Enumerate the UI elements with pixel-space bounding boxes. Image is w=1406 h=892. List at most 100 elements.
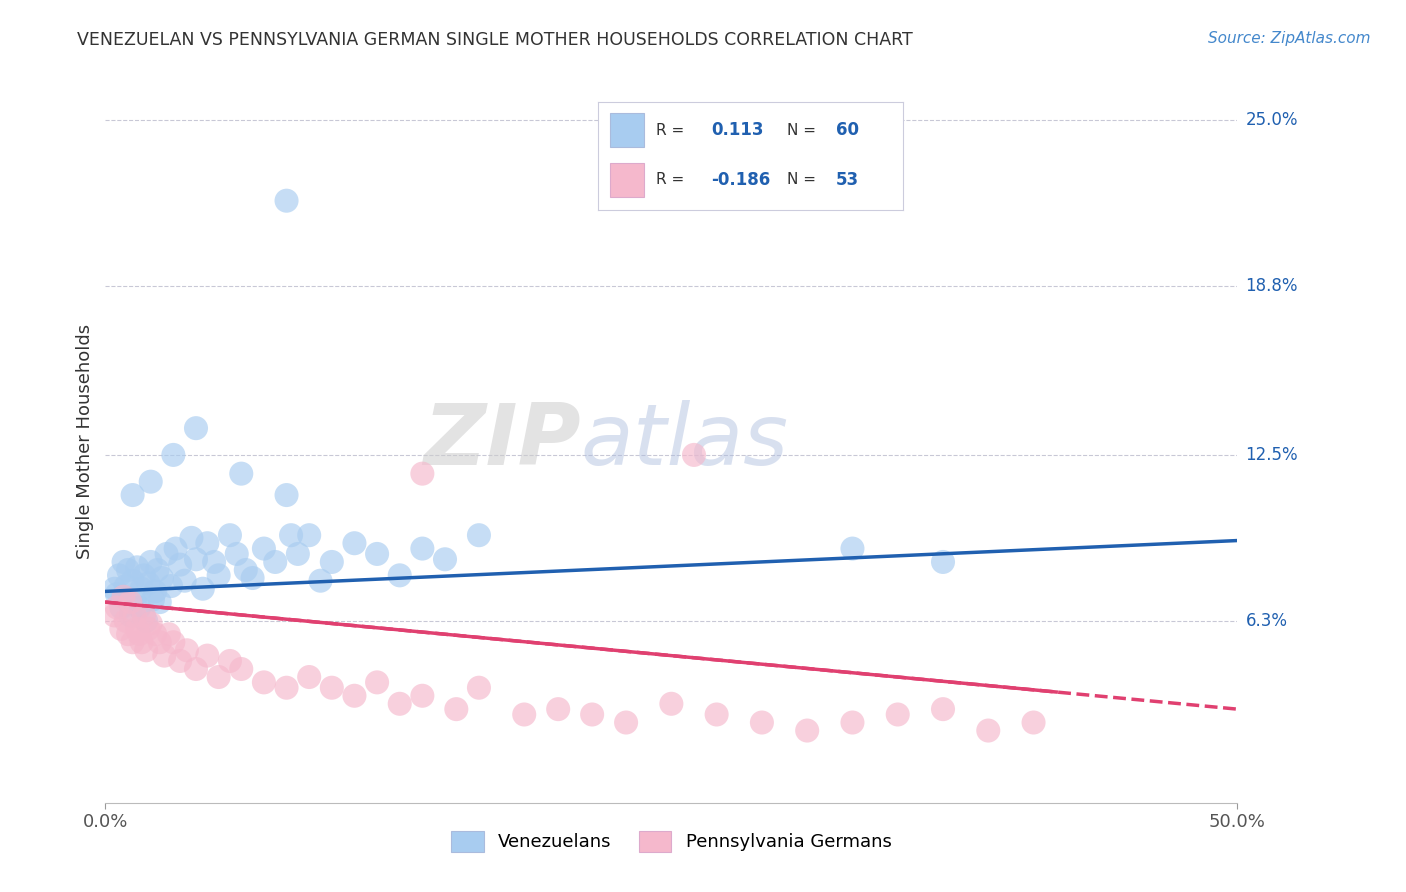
Point — [202, 555, 225, 569]
Point — [298, 670, 321, 684]
Point — [135, 614, 157, 628]
Point — [242, 571, 264, 585]
Point — [388, 568, 411, 582]
Y-axis label: Single Mother Households: Single Mother Households — [76, 324, 94, 559]
Text: Source: ZipAtlas.com: Source: ZipAtlas.com — [1208, 31, 1371, 46]
Point — [173, 574, 195, 588]
Point — [446, 702, 468, 716]
Text: atlas: atlas — [581, 400, 789, 483]
Point — [276, 488, 298, 502]
Point — [142, 592, 165, 607]
Point — [208, 568, 231, 582]
Point — [105, 600, 128, 615]
Point — [1022, 715, 1045, 730]
Point — [225, 547, 247, 561]
Point — [131, 582, 153, 596]
Point — [411, 541, 433, 556]
Point — [114, 614, 136, 628]
Point — [977, 723, 1000, 738]
Point — [184, 421, 207, 435]
Text: 6.3%: 6.3% — [1246, 612, 1288, 630]
Point — [253, 675, 276, 690]
Text: ZIP: ZIP — [423, 400, 581, 483]
Point — [138, 576, 160, 591]
Point — [149, 595, 172, 609]
Point — [411, 467, 433, 481]
Point — [219, 654, 242, 668]
Point — [309, 574, 332, 588]
Point — [157, 627, 180, 641]
Text: 18.8%: 18.8% — [1246, 277, 1298, 295]
Point — [139, 475, 162, 489]
Point — [796, 723, 818, 738]
Point — [155, 547, 177, 561]
Point — [139, 616, 162, 631]
Point — [127, 560, 149, 574]
Point — [124, 608, 146, 623]
Point — [103, 582, 125, 596]
Point — [366, 547, 388, 561]
Point — [180, 531, 202, 545]
Point — [105, 587, 128, 601]
Point — [887, 707, 910, 722]
Point — [162, 448, 184, 462]
Point — [468, 528, 491, 542]
Point — [321, 555, 343, 569]
Point — [127, 622, 149, 636]
Point — [184, 552, 207, 566]
Point — [231, 662, 253, 676]
Point — [165, 541, 187, 556]
Point — [298, 528, 321, 542]
Point — [321, 681, 343, 695]
Point — [108, 568, 131, 582]
Point — [112, 555, 135, 569]
Point — [343, 689, 366, 703]
Point — [153, 648, 176, 663]
Point — [195, 648, 218, 663]
Point — [195, 536, 218, 550]
Point — [121, 574, 143, 588]
Point — [132, 608, 155, 623]
Point — [112, 590, 135, 604]
Point — [135, 643, 157, 657]
Point — [253, 541, 276, 556]
Point — [433, 552, 456, 566]
Point — [547, 702, 569, 716]
Point — [103, 608, 125, 623]
Point — [614, 715, 637, 730]
Point — [513, 707, 536, 722]
Point — [124, 595, 146, 609]
Point — [235, 563, 257, 577]
Point — [388, 697, 411, 711]
Text: 12.5%: 12.5% — [1246, 446, 1298, 464]
Point — [138, 622, 160, 636]
Point — [683, 448, 706, 462]
Point — [276, 681, 298, 695]
Point — [150, 571, 173, 585]
Point — [169, 654, 191, 668]
Point — [120, 608, 142, 623]
Legend: Venezuelans, Pennsylvania Germans: Venezuelans, Pennsylvania Germans — [444, 823, 898, 859]
Point — [143, 584, 166, 599]
Point — [280, 528, 302, 542]
Point — [264, 555, 287, 569]
Text: 25.0%: 25.0% — [1246, 112, 1298, 129]
Point — [112, 590, 135, 604]
Point — [132, 568, 155, 582]
Point — [120, 595, 142, 609]
Point — [114, 579, 136, 593]
Point — [411, 689, 433, 703]
Point — [139, 555, 162, 569]
Point — [121, 635, 143, 649]
Point — [169, 558, 191, 572]
Point — [841, 715, 863, 730]
Point — [162, 635, 184, 649]
Point — [128, 600, 150, 615]
Point — [231, 467, 253, 481]
Point — [932, 702, 955, 716]
Point — [143, 627, 166, 641]
Point — [581, 707, 603, 722]
Point — [276, 194, 298, 208]
Point — [219, 528, 242, 542]
Point — [146, 563, 169, 577]
